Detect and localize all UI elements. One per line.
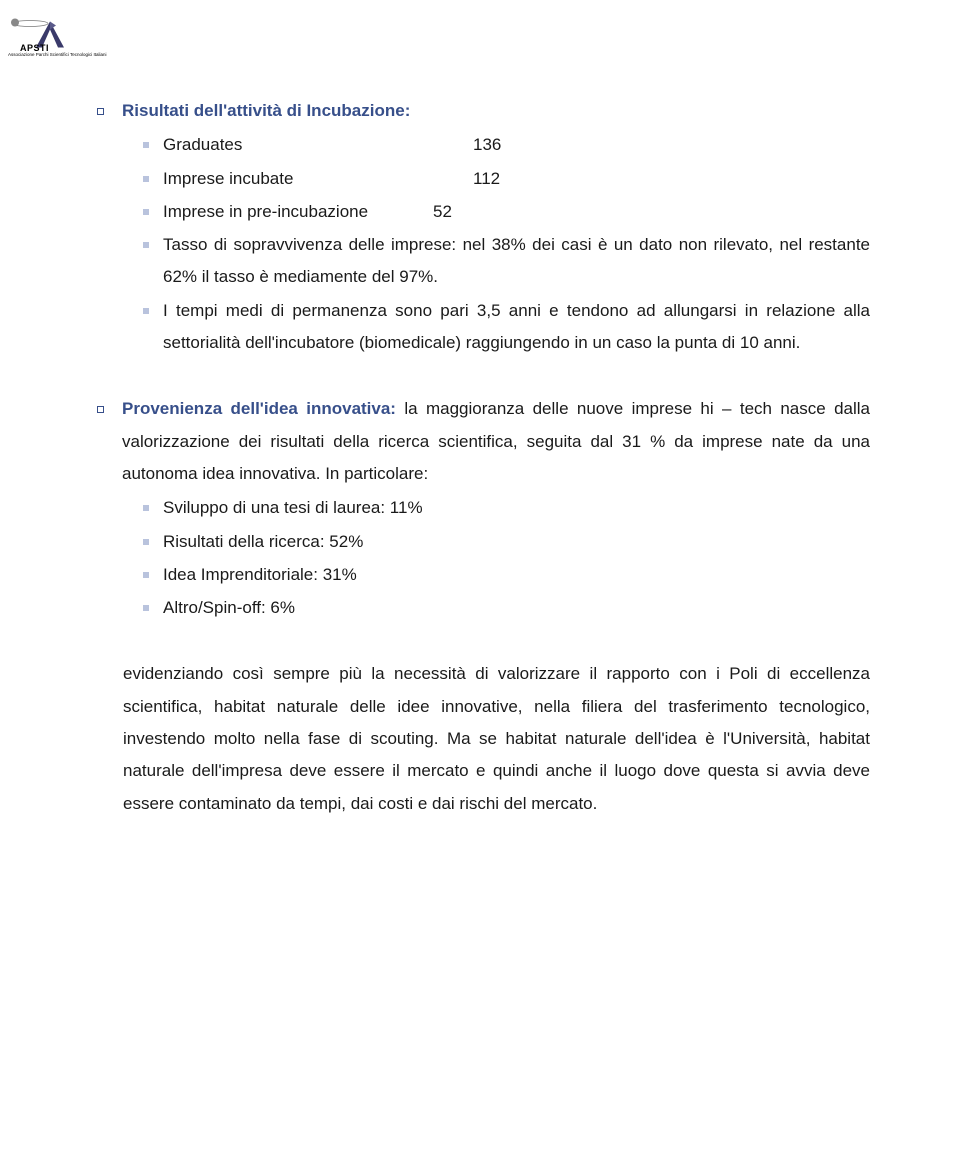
list-item: Altro/Spin-off: 6%	[143, 592, 870, 624]
row-value: 136	[473, 129, 501, 161]
section-risultati: Risultati dell'attività di Incubazione: …	[125, 95, 870, 359]
bullet-square-outline	[97, 406, 104, 413]
list-item: Sviluppo di una tesi di laurea: 11%	[143, 492, 870, 524]
row-value: 112	[473, 163, 500, 195]
bullet-square-fill	[143, 572, 149, 578]
paragraph: Tasso di sopravvivenza delle imprese: ne…	[163, 229, 870, 294]
paragraph: I tempi medi di permanenza sono pari 3,5…	[163, 295, 870, 360]
item-text: Risultati della ricerca: 52%	[163, 526, 363, 558]
bullet-square-fill	[143, 308, 149, 314]
list-item: Imprese in pre-incubazione 52	[143, 196, 870, 228]
bullet-square-fill	[143, 539, 149, 545]
list-item: Tasso di sopravvivenza delle imprese: ne…	[143, 229, 870, 294]
row-label: Imprese in pre-incubazione	[163, 196, 473, 228]
logo-subtitle: Associazione Parchi Scientifici Tecnolog…	[8, 51, 106, 60]
bullet-square-fill	[143, 605, 149, 611]
list-item: I tempi medi di permanenza sono pari 3,5…	[143, 295, 870, 360]
bullet-square-fill	[143, 142, 149, 148]
list-item: Idea Imprenditoriale: 31%	[143, 559, 870, 591]
item-text: Idea Imprenditoriale: 31%	[163, 559, 357, 591]
bullet-square-fill	[143, 505, 149, 511]
bullet-square-fill	[143, 209, 149, 215]
item-text: Altro/Spin-off: 6%	[163, 592, 295, 624]
closing-paragraph: evidenziando così sempre più la necessit…	[123, 658, 870, 819]
list-item: Graduates 136	[143, 129, 870, 161]
row-value: 52	[433, 196, 452, 228]
row-label: Imprese incubate	[163, 163, 473, 195]
item-text: Sviluppo di una tesi di laurea: 11%	[163, 492, 423, 524]
list-item: Risultati della ricerca: 52%	[143, 526, 870, 558]
lead-bold: Provenienza dell'idea innovativa:	[122, 399, 396, 418]
section-provenienza: Provenienza dell'idea innovativa: la mag…	[125, 393, 870, 624]
lead-paragraph: Provenienza dell'idea innovativa: la mag…	[122, 393, 870, 490]
list-item: Imprese incubate 112	[143, 163, 870, 195]
row-label: Graduates	[163, 129, 473, 161]
bullet-square-outline	[97, 108, 104, 115]
bullet-square-fill	[143, 176, 149, 182]
section-title: Risultati dell'attività di Incubazione:	[122, 95, 410, 127]
bullet-square-fill	[143, 242, 149, 248]
